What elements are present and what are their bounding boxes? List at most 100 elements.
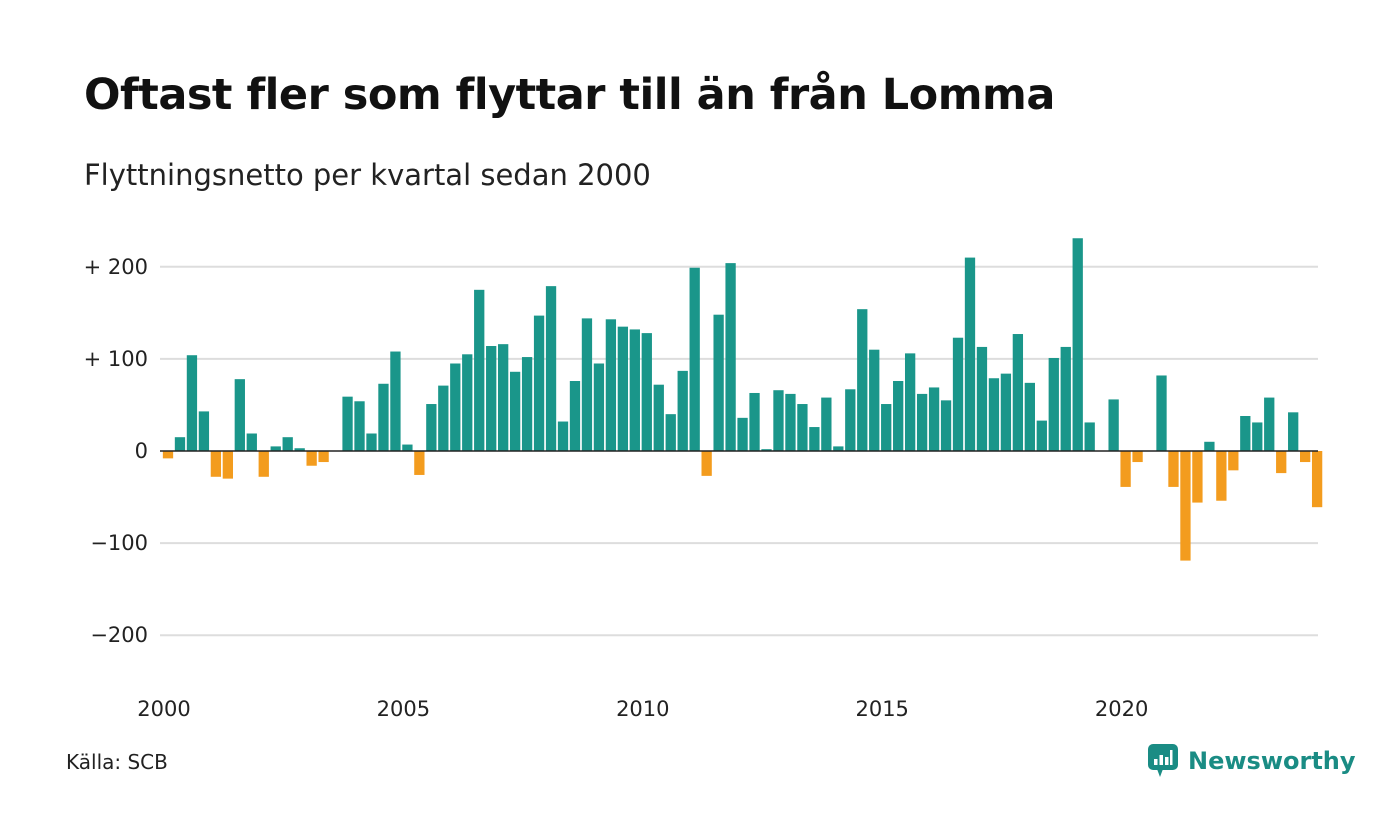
bar (210, 451, 222, 477)
brand-logo[interactable]: Newsworthy (1148, 744, 1356, 778)
bar (509, 371, 521, 451)
bar (821, 397, 832, 451)
bar (450, 363, 461, 451)
source-note: Källa: SCB (66, 750, 168, 774)
x-tick-label: 2000 (137, 697, 190, 721)
bar (641, 333, 652, 451)
bar (1072, 238, 1083, 451)
bar (521, 357, 533, 451)
bar (1228, 451, 1239, 471)
chart-subtitle: Flyttningsnetto per kvartal sedan 2000 (84, 158, 651, 192)
bar (1024, 382, 1035, 451)
bar (701, 451, 712, 476)
bar (904, 353, 916, 451)
bar (474, 289, 485, 451)
bar (402, 444, 413, 451)
bar (390, 351, 401, 451)
bar (928, 387, 940, 451)
bar (629, 329, 640, 451)
bar (1132, 451, 1143, 463)
bar (234, 379, 245, 451)
bar (462, 354, 473, 451)
bar (306, 451, 317, 466)
bar (414, 451, 425, 475)
y-tick-label: 0 (135, 439, 148, 463)
bar (246, 433, 257, 451)
chart-title: Oftast fler som flyttar till än från Lom… (84, 70, 1055, 120)
bar (198, 411, 210, 451)
bar (1036, 420, 1047, 451)
x-tick-label: 2010 (616, 697, 669, 721)
bar (737, 417, 748, 451)
bar (186, 355, 198, 451)
bar (617, 326, 629, 451)
bar (1204, 441, 1215, 451)
bar (426, 404, 437, 451)
bar (1264, 397, 1275, 451)
bar (354, 401, 365, 451)
bar (282, 437, 293, 451)
bar (988, 378, 1000, 451)
bar (785, 393, 796, 451)
bar (869, 349, 880, 451)
bar (1000, 373, 1012, 451)
x-axis-ticks: 2000 2005 2010 2015 2020 (137, 697, 1148, 721)
bar (845, 389, 856, 451)
bar (797, 404, 808, 451)
bar (893, 381, 904, 451)
x-tick-label: 2005 (377, 697, 430, 721)
bar (677, 370, 688, 451)
grid-lines (160, 265, 1318, 637)
bar (1060, 346, 1071, 451)
x-tick-label: 2015 (855, 697, 908, 721)
bar (545, 286, 557, 451)
bar (1084, 422, 1095, 451)
bars (162, 238, 1323, 561)
bar (665, 414, 676, 451)
bar (438, 385, 449, 451)
newsworthy-logo-icon (1148, 744, 1178, 777)
bar (1108, 399, 1119, 451)
bar (581, 318, 593, 451)
bar (773, 390, 784, 451)
bar (1216, 451, 1227, 501)
bar (916, 393, 928, 451)
bar (761, 449, 772, 451)
bar (809, 427, 820, 451)
y-tick-label: + 100 (84, 347, 148, 371)
bar (174, 437, 186, 451)
bar (1300, 451, 1311, 463)
bar (653, 384, 664, 451)
bar (486, 346, 497, 451)
bar (318, 451, 329, 463)
bar (1276, 451, 1287, 474)
bar (689, 267, 700, 451)
bar (498, 344, 509, 451)
bar (1180, 451, 1191, 561)
bar (1240, 416, 1251, 451)
bar (569, 381, 581, 451)
bar (857, 309, 868, 451)
bar (378, 383, 389, 451)
bar (1288, 412, 1299, 451)
bar (964, 257, 976, 451)
y-tick-label: −100 (90, 531, 148, 555)
bar (533, 315, 545, 451)
bar (713, 314, 724, 451)
bar (366, 433, 377, 451)
bar (1048, 357, 1059, 451)
y-axis-ticks: + 200 + 100 0 −100 −200 (84, 255, 148, 647)
bar (940, 400, 952, 451)
bar (605, 319, 617, 451)
bar (1012, 334, 1024, 451)
bar (952, 337, 964, 451)
bar (749, 392, 760, 451)
brand-name: Newsworthy (1188, 747, 1356, 775)
bar (294, 448, 305, 451)
bar (593, 363, 605, 451)
bar (1168, 451, 1179, 487)
bar (976, 346, 988, 451)
bar (1120, 451, 1131, 487)
bar (881, 404, 892, 451)
